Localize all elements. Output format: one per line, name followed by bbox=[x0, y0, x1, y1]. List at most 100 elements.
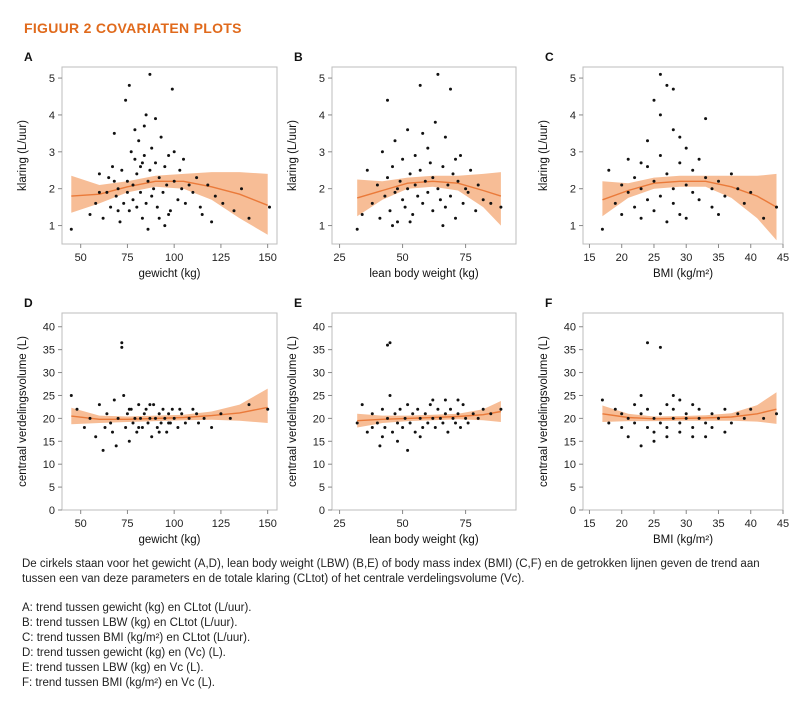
data-point bbox=[626, 157, 630, 161]
x-tick-label: 75 bbox=[459, 252, 471, 264]
data-point bbox=[658, 412, 662, 416]
x-tick-label: 25 bbox=[648, 518, 660, 530]
data-point bbox=[684, 216, 688, 220]
data-point bbox=[155, 205, 159, 209]
data-point bbox=[443, 205, 447, 209]
data-point bbox=[423, 412, 427, 416]
data-point bbox=[736, 412, 740, 416]
data-point bbox=[232, 209, 236, 213]
caption-item: E: trend tussen LBW (kg) en Vc (L). bbox=[22, 662, 204, 674]
data-point bbox=[103, 426, 107, 429]
data-point bbox=[370, 426, 374, 429]
data-point bbox=[466, 190, 470, 194]
data-point bbox=[456, 398, 460, 402]
data-point bbox=[658, 72, 662, 76]
y-tick-label: 4 bbox=[319, 110, 325, 122]
data-point bbox=[383, 426, 387, 429]
x-tick-label: 125 bbox=[212, 252, 230, 264]
data-point bbox=[167, 154, 171, 157]
data-point bbox=[416, 407, 420, 411]
data-point bbox=[146, 421, 150, 425]
y-tick-label: 10 bbox=[313, 459, 325, 471]
y-tick-label: 2 bbox=[49, 184, 55, 196]
data-point bbox=[154, 117, 157, 121]
data-point bbox=[176, 426, 180, 429]
data-point bbox=[159, 135, 163, 139]
data-point bbox=[247, 403, 251, 407]
data-point bbox=[163, 416, 167, 420]
data-point bbox=[114, 194, 118, 198]
data-point bbox=[370, 412, 374, 416]
data-point bbox=[125, 179, 129, 183]
data-point bbox=[398, 407, 402, 411]
y-axis-label: centraal verdelingsvolume (L) bbox=[17, 336, 29, 487]
data-point bbox=[139, 190, 142, 194]
x-tick-label: 40 bbox=[745, 518, 757, 530]
x-tick-label: 75 bbox=[121, 518, 133, 530]
data-point bbox=[729, 421, 733, 425]
data-point bbox=[163, 165, 167, 169]
data-point bbox=[82, 426, 86, 429]
data-point bbox=[418, 416, 422, 420]
data-point bbox=[213, 194, 217, 198]
data-point bbox=[717, 179, 720, 183]
data-point bbox=[120, 168, 124, 172]
data-point bbox=[678, 161, 682, 165]
data-point bbox=[438, 416, 442, 420]
y-tick-label: 0 bbox=[570, 505, 576, 517]
data-point bbox=[396, 187, 399, 191]
data-point bbox=[172, 150, 176, 154]
data-point bbox=[710, 187, 714, 191]
panel-letter: B bbox=[294, 50, 303, 64]
data-point bbox=[658, 154, 662, 157]
data-point bbox=[388, 209, 392, 213]
data-point bbox=[131, 421, 135, 425]
data-point bbox=[148, 416, 152, 420]
y-axis-label: klaring (L/uur) bbox=[17, 120, 29, 191]
y-tick-label: 5 bbox=[570, 73, 576, 85]
data-point bbox=[101, 448, 105, 452]
data-point bbox=[116, 416, 120, 420]
data-point bbox=[461, 403, 465, 407]
caption-intro: De cirkels staan voor het gewicht (A,D),… bbox=[22, 558, 760, 585]
x-axis-label: gewicht (kg) bbox=[139, 268, 201, 280]
y-tick-label: 3 bbox=[570, 147, 576, 159]
data-point bbox=[88, 416, 92, 420]
x-tick-label: 15 bbox=[583, 518, 595, 530]
data-point bbox=[431, 398, 435, 402]
data-point bbox=[163, 224, 167, 228]
data-point bbox=[459, 426, 462, 429]
data-point bbox=[646, 139, 649, 143]
x-tick-label: 20 bbox=[616, 252, 628, 264]
data-point bbox=[684, 146, 688, 150]
y-axis-label: klaring (L/uur) bbox=[538, 120, 550, 191]
data-point bbox=[172, 179, 176, 183]
data-point bbox=[393, 190, 397, 194]
data-point bbox=[191, 190, 195, 194]
data-point bbox=[646, 407, 649, 411]
data-point bbox=[433, 120, 437, 124]
data-point bbox=[172, 416, 176, 420]
data-point bbox=[723, 407, 727, 411]
y-tick-label: 25 bbox=[43, 390, 55, 402]
data-point bbox=[775, 205, 778, 209]
data-point bbox=[146, 227, 150, 231]
data-point bbox=[167, 421, 171, 425]
plot-frame bbox=[331, 66, 517, 245]
data-point bbox=[697, 157, 701, 161]
data-point bbox=[133, 128, 137, 132]
data-point bbox=[431, 209, 435, 213]
panel-a: A 50 75 100 125 150 1 2 3 4 5 gewicht (kg) klaring (… bbox=[17, 50, 278, 280]
y-tick-label: 3 bbox=[319, 147, 325, 159]
data-point bbox=[391, 430, 394, 434]
panel-letter: E bbox=[294, 296, 302, 310]
data-point bbox=[691, 426, 695, 429]
data-point bbox=[633, 421, 637, 425]
data-point bbox=[436, 72, 440, 76]
y-axis-label: klaring (L/uur) bbox=[287, 120, 299, 191]
data-point bbox=[704, 176, 708, 180]
data-point bbox=[219, 412, 223, 416]
data-point bbox=[436, 407, 440, 411]
data-point bbox=[704, 435, 708, 439]
